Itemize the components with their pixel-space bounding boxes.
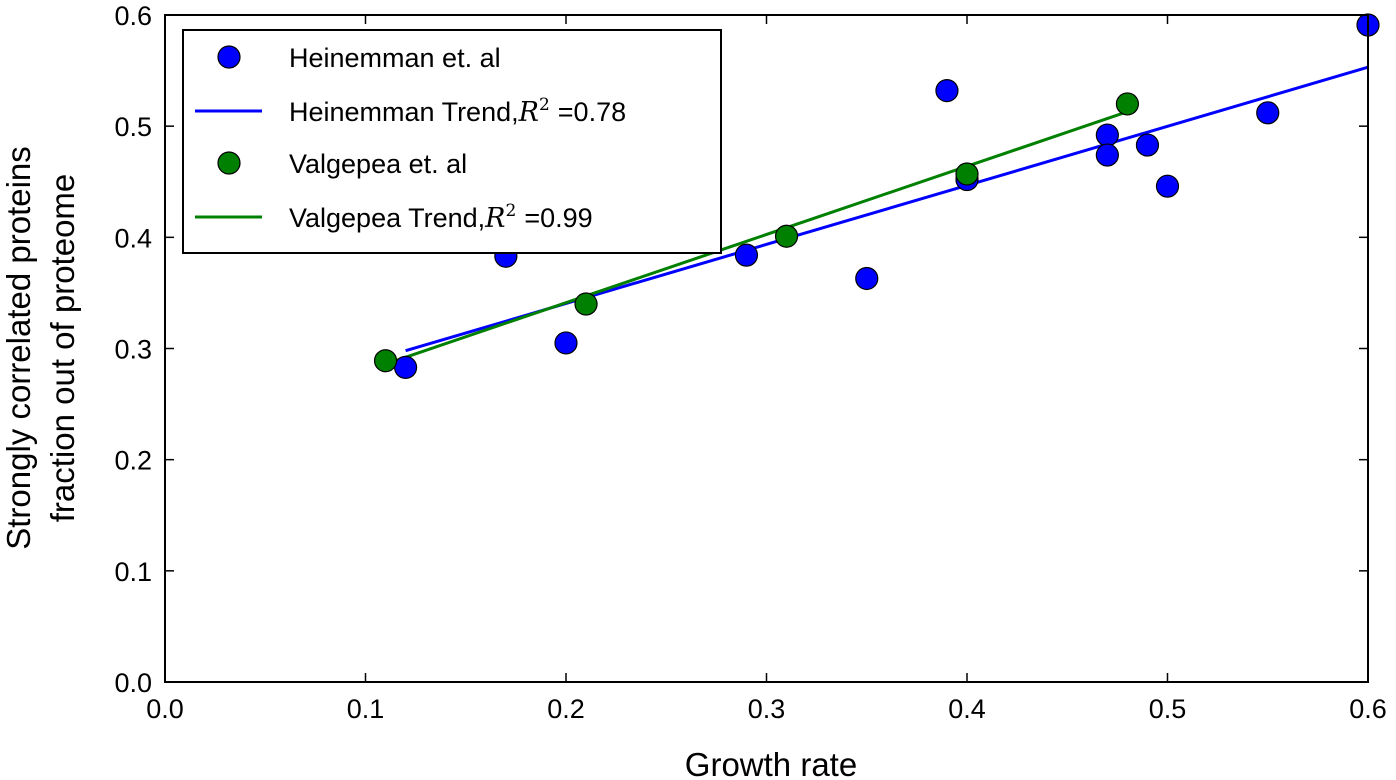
y-tick-label: 0.1	[114, 557, 152, 587]
legend-entry-heinemman-points: Heinemman et. al	[217, 43, 501, 73]
x-tick-label: 0.5	[1149, 694, 1187, 724]
legend-marker-blue-circle	[217, 45, 241, 69]
x-tick-labels: 0.0 0.1 0.2 0.3 0.4 0.5 0.6	[146, 694, 1387, 724]
x-tick-label: 0.1	[347, 694, 385, 724]
y-tick-labels: 0.0 0.1 0.2 0.3 0.4 0.5 0.6	[114, 1, 152, 698]
legend-box	[182, 29, 722, 254]
plot-frame	[164, 14, 1369, 683]
r2-symbol: R	[484, 203, 505, 234]
legend-label-valgepea-trend: Valgepea Trend,R2 =0.99	[289, 201, 593, 234]
x-tick-label: 0.0	[146, 694, 184, 724]
trend-line	[385, 110, 1128, 366]
y-axis-title-line-2: fraction out of proteome	[44, 174, 81, 523]
trend-lines-layer	[385, 65, 1369, 366]
y-tick-label: 0.0	[114, 668, 152, 698]
points-layer	[373, 13, 1380, 379]
valgepea-point	[574, 292, 598, 316]
r2-value: =0.78	[558, 97, 626, 127]
x-tick-label: 0.3	[748, 694, 786, 724]
heinemman-point	[1135, 133, 1160, 157]
x-axis-title: Growth rate	[685, 746, 857, 780]
legend-entry-valgepea-trend: Valgepea Trend,R2 =0.99	[195, 201, 593, 234]
y-tick-label: 0.2	[114, 446, 152, 476]
valgepea-point	[955, 162, 979, 186]
legend-entry-heinemman-trend: Heinemman Trend,R2 =0.78	[195, 95, 626, 128]
heinemman-point	[1095, 123, 1119, 147]
x-tick-label: 0.6	[1349, 694, 1387, 724]
legend-marker-green-circle	[217, 151, 241, 175]
x-tick-label: 0.2	[547, 694, 585, 724]
heinemman-point	[1095, 143, 1119, 167]
r2-exponent: 2	[506, 201, 517, 221]
y-tick-label: 0.3	[114, 335, 152, 365]
heinemman-point	[1256, 101, 1280, 125]
heinemman-point	[855, 266, 879, 291]
r2-symbol: R	[518, 97, 539, 128]
valgepea-point	[1115, 92, 1140, 116]
legend: Heinemman et. al Heinemman Trend,R2 =0.78…	[182, 29, 722, 254]
legend-label-valgepea: Valgepea et. al	[289, 149, 467, 179]
heinemman-point	[394, 355, 418, 379]
heinemman-point	[1155, 174, 1180, 198]
valgepea-point	[774, 224, 799, 248]
heinemman-point	[734, 243, 759, 267]
y-tick-label: 0.6	[114, 1, 152, 31]
y-axis-title: Strongly correlated proteins fraction ou…	[0, 146, 81, 550]
legend-trend-name: Valgepea Trend,	[289, 203, 485, 233]
y-tick-label: 0.5	[114, 112, 152, 142]
y-axis-title-line-1: Strongly correlated proteins	[0, 146, 37, 550]
heinemman-point	[554, 331, 578, 355]
r2-value: =0.99	[524, 203, 592, 233]
legend-trend-name: Heinemman Trend,	[289, 97, 519, 127]
heinemman-point	[935, 78, 959, 103]
legend-entry-valgepea-points: Valgepea et. al	[217, 149, 467, 179]
x-tick-label: 0.4	[948, 694, 986, 724]
legend-label-heinemman-trend: Heinemman Trend,R2 =0.78	[289, 95, 626, 128]
y-tick-label: 0.4	[114, 223, 152, 253]
legend-label-heinemman: Heinemman et. al	[289, 43, 501, 73]
valgepea-point	[373, 349, 398, 373]
r2-exponent: 2	[539, 95, 550, 115]
